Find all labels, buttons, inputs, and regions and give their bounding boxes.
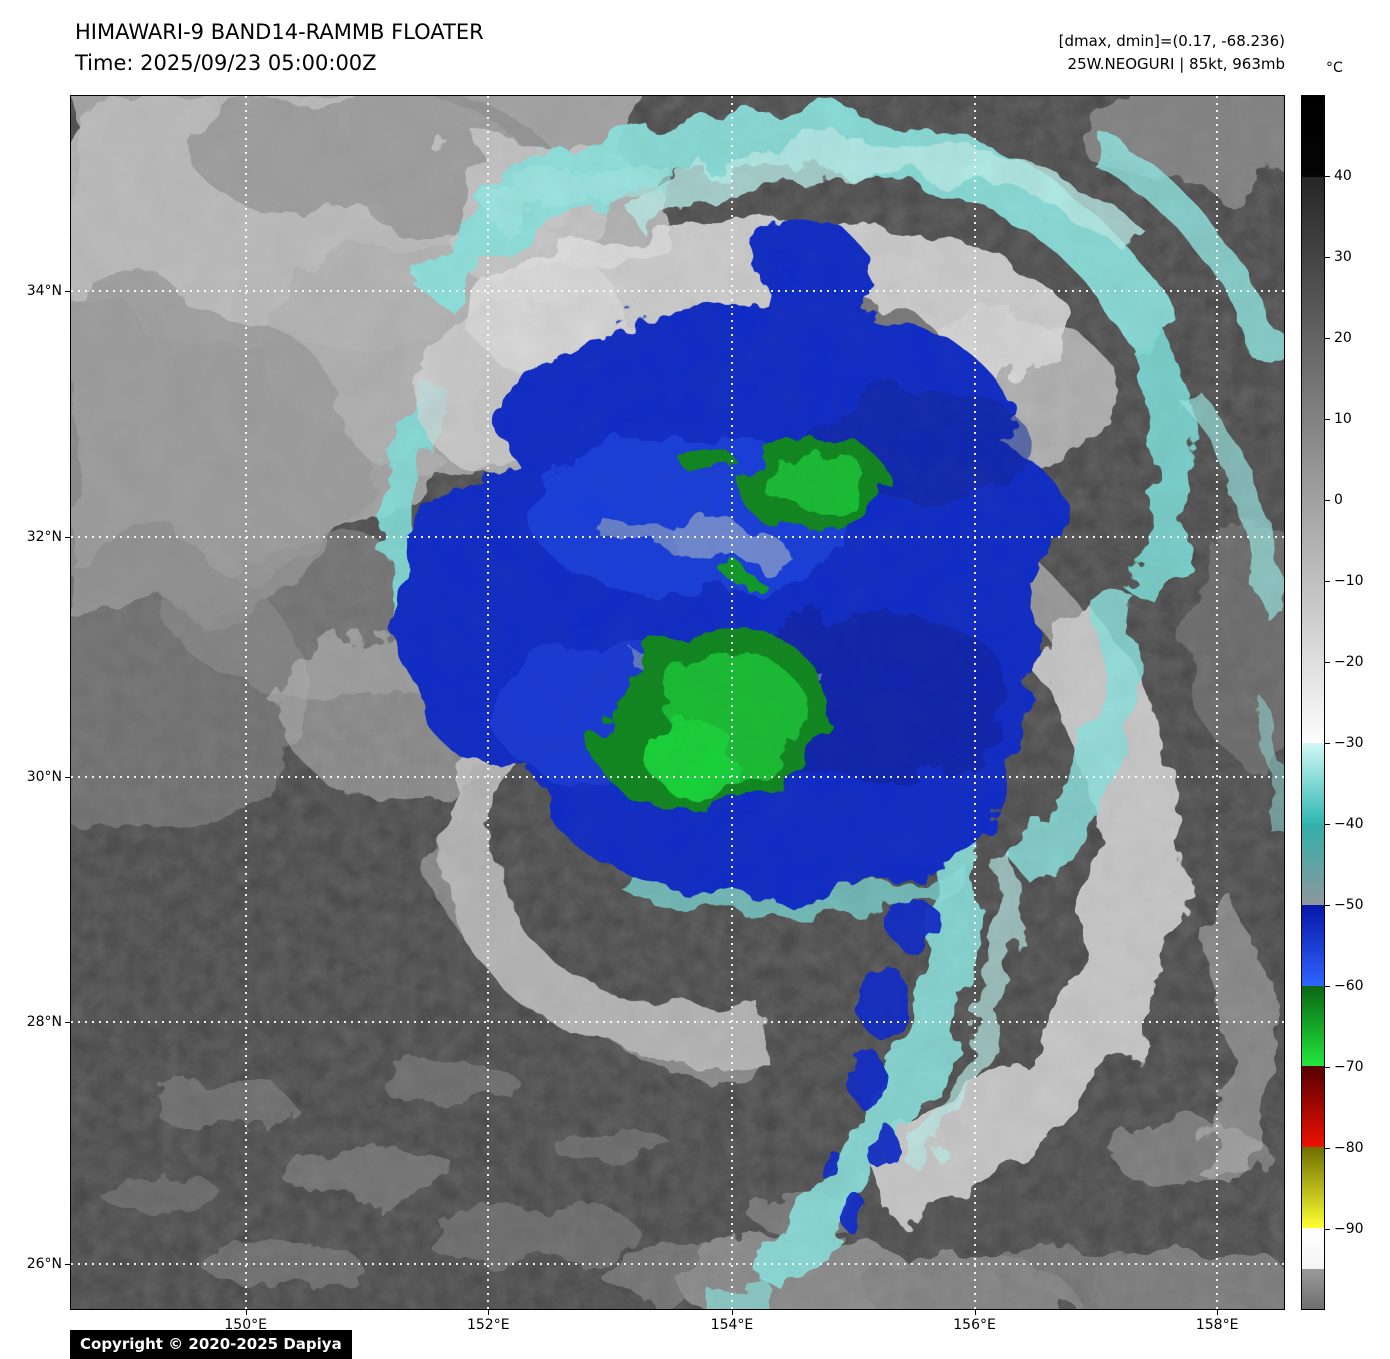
colorbar-tick-label: 30 <box>1334 249 1352 265</box>
colorbar-tick-label: −10 <box>1334 573 1364 589</box>
copyright-badge: Copyright © 2020-2025 Dapiya <box>70 1330 352 1359</box>
x-axis-tick <box>488 1309 490 1315</box>
colorbar-tick-label: 40 <box>1334 168 1352 184</box>
texture-overlay <box>71 96 1284 1309</box>
colorbar-tick <box>1325 986 1330 987</box>
lat-label: 26°N <box>26 1256 62 1273</box>
colorbar-segment <box>1302 904 1324 986</box>
colorbar-tick-label: −60 <box>1334 978 1364 994</box>
colorbar-tick <box>1325 419 1330 420</box>
colorbar-segment <box>1302 823 1324 905</box>
lat-label: 34°N <box>26 282 62 299</box>
lat-label: 30°N <box>26 768 62 785</box>
colorbar-tick-label: −30 <box>1334 735 1364 751</box>
x-axis-tick <box>1217 1309 1219 1315</box>
map-frame: 34°N 32°N 30°N 28°N 26°N 150°E 152°E 154°E 156°E… <box>27 95 1285 1333</box>
colorbar-unit-label: °C <box>1326 60 1343 76</box>
lon-label: 152°E <box>466 1317 510 1333</box>
colorbar-tick-label: 0 <box>1334 492 1343 508</box>
lon-label: 156°E <box>953 1317 996 1333</box>
colorbar-segment <box>1302 985 1324 1067</box>
colorbar-tick <box>1325 176 1330 177</box>
lon-label: 154°E <box>710 1317 754 1333</box>
header-info-block: [dmax, dmin]=(0.17, -68.236) 25W.NEOGURI… <box>1059 30 1285 76</box>
colorbar-segment <box>1302 1228 1324 1269</box>
colorbar-tick <box>1325 1148 1330 1149</box>
colorbar-tick-label: −80 <box>1334 1140 1364 1156</box>
colorbar-tick-label: −40 <box>1334 816 1364 832</box>
colorbar-segment <box>1302 176 1324 743</box>
colorbar-tick <box>1325 824 1330 825</box>
colorbar-tick-label: −70 <box>1334 1059 1364 1075</box>
colorbar-tick <box>1325 662 1330 663</box>
storm-info-readout: 25W.NEOGURI | 85kt, 963mb <box>1067 55 1285 73</box>
x-axis-tick <box>731 1309 733 1315</box>
lat-label: 28°N <box>26 1013 62 1030</box>
colorbar-tick-label: 10 <box>1334 411 1352 427</box>
colorbar-segment <box>1302 1147 1324 1229</box>
colorbar-tick <box>1325 743 1330 744</box>
colorbar-tick <box>1325 1067 1330 1068</box>
satellite-image <box>71 96 1284 1309</box>
map-area <box>71 96 1284 1309</box>
page-title: HIMAWARI-9 BAND14-RAMMB FLOATER <box>75 20 484 44</box>
lon-label: 158°E <box>1195 1317 1239 1333</box>
colorbar-tick <box>1325 905 1330 906</box>
colorbar-tick-label: −90 <box>1334 1221 1364 1237</box>
colorbar-segment <box>1302 96 1324 177</box>
colorbar-tick <box>1325 1229 1330 1230</box>
x-axis-tick <box>245 1309 247 1315</box>
colorbar: 40 30 20 10 0 −10 −20 −30 −40 −50 −60 −70 −80 −90 <box>1301 95 1364 1310</box>
x-axis-tick <box>974 1309 976 1315</box>
colorbar-tick <box>1325 500 1330 501</box>
colorbar-tick-label: −20 <box>1334 654 1364 670</box>
colorbar-tick-label: −50 <box>1334 897 1364 913</box>
colorbar-segment <box>1302 1268 1324 1309</box>
colorbar-segment <box>1302 1066 1324 1148</box>
colorbar-tick-label: 20 <box>1334 330 1352 346</box>
colorbar-tick <box>1325 338 1330 339</box>
colorbar-tick <box>1325 257 1330 258</box>
dmax-dmin-readout: [dmax, dmin]=(0.17, -68.236) <box>1058 32 1285 50</box>
lat-label: 32°N <box>26 529 62 546</box>
colorbar-body <box>1301 95 1325 1310</box>
timestamp: Time: 2025/09/23 05:00:00Z <box>75 51 377 75</box>
colorbar-tick <box>1325 581 1330 582</box>
colorbar-segment <box>1302 742 1324 824</box>
